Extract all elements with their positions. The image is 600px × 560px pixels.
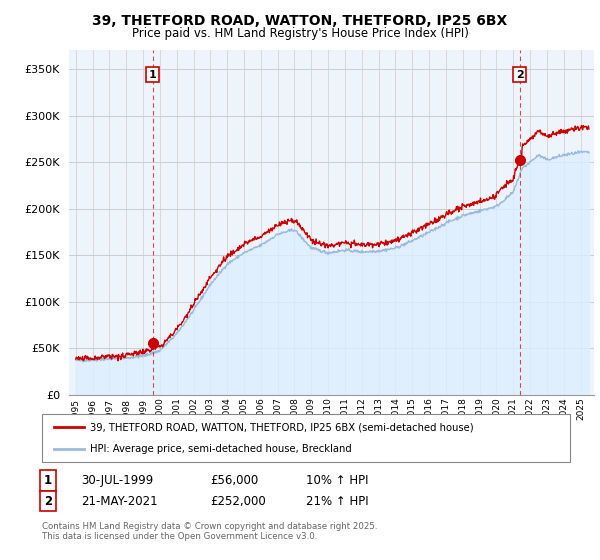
Text: HPI: Average price, semi-detached house, Breckland: HPI: Average price, semi-detached house,… — [90, 444, 352, 454]
Text: Price paid vs. HM Land Registry's House Price Index (HPI): Price paid vs. HM Land Registry's House … — [131, 27, 469, 40]
Text: £56,000: £56,000 — [210, 474, 258, 487]
Text: 39, THETFORD ROAD, WATTON, THETFORD, IP25 6BX (semi-detached house): 39, THETFORD ROAD, WATTON, THETFORD, IP2… — [90, 422, 473, 432]
Text: 30-JUL-1999: 30-JUL-1999 — [81, 474, 153, 487]
Text: £252,000: £252,000 — [210, 494, 266, 508]
Text: Contains HM Land Registry data © Crown copyright and database right 2025.
This d: Contains HM Land Registry data © Crown c… — [42, 522, 377, 542]
Text: 2: 2 — [44, 494, 52, 508]
Text: 21-MAY-2021: 21-MAY-2021 — [81, 494, 158, 508]
Text: 1: 1 — [149, 69, 157, 80]
Text: 39, THETFORD ROAD, WATTON, THETFORD, IP25 6BX: 39, THETFORD ROAD, WATTON, THETFORD, IP2… — [92, 14, 508, 28]
Text: 10% ↑ HPI: 10% ↑ HPI — [306, 474, 368, 487]
Text: 1: 1 — [44, 474, 52, 487]
Text: 2: 2 — [516, 69, 524, 80]
Text: 21% ↑ HPI: 21% ↑ HPI — [306, 494, 368, 508]
